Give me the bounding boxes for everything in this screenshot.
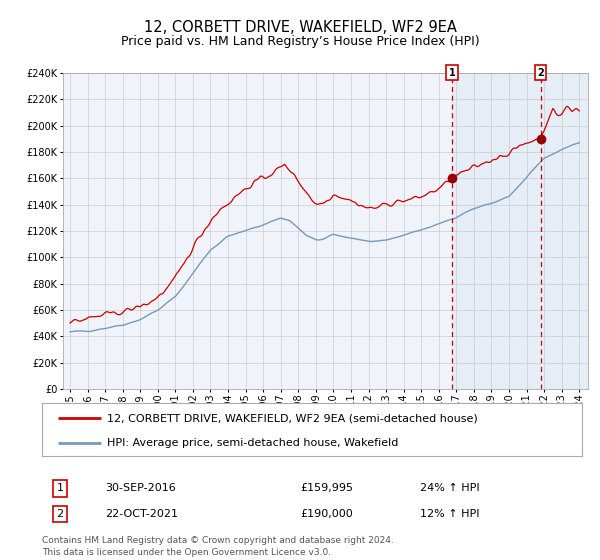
Text: 30-SEP-2016: 30-SEP-2016 — [105, 483, 176, 493]
Text: 22-OCT-2021: 22-OCT-2021 — [105, 509, 178, 519]
Text: 1: 1 — [449, 68, 455, 78]
Text: 12% ↑ HPI: 12% ↑ HPI — [420, 509, 479, 519]
Text: 12, CORBETT DRIVE, WAKEFIELD, WF2 9EA: 12, CORBETT DRIVE, WAKEFIELD, WF2 9EA — [143, 21, 457, 35]
Text: 2: 2 — [56, 509, 64, 519]
Text: £190,000: £190,000 — [300, 509, 353, 519]
Text: Price paid vs. HM Land Registry’s House Price Index (HPI): Price paid vs. HM Land Registry’s House … — [121, 35, 479, 48]
Text: 1: 1 — [56, 483, 64, 493]
Text: 2: 2 — [537, 68, 544, 78]
Text: £159,995: £159,995 — [300, 483, 353, 493]
Bar — [452, 73, 588, 389]
Text: Contains HM Land Registry data © Crown copyright and database right 2024.
This d: Contains HM Land Registry data © Crown c… — [42, 536, 394, 557]
Text: 12, CORBETT DRIVE, WAKEFIELD, WF2 9EA (semi-detached house): 12, CORBETT DRIVE, WAKEFIELD, WF2 9EA (s… — [107, 413, 478, 423]
Text: HPI: Average price, semi-detached house, Wakefield: HPI: Average price, semi-detached house,… — [107, 437, 398, 447]
Text: 24% ↑ HPI: 24% ↑ HPI — [420, 483, 479, 493]
